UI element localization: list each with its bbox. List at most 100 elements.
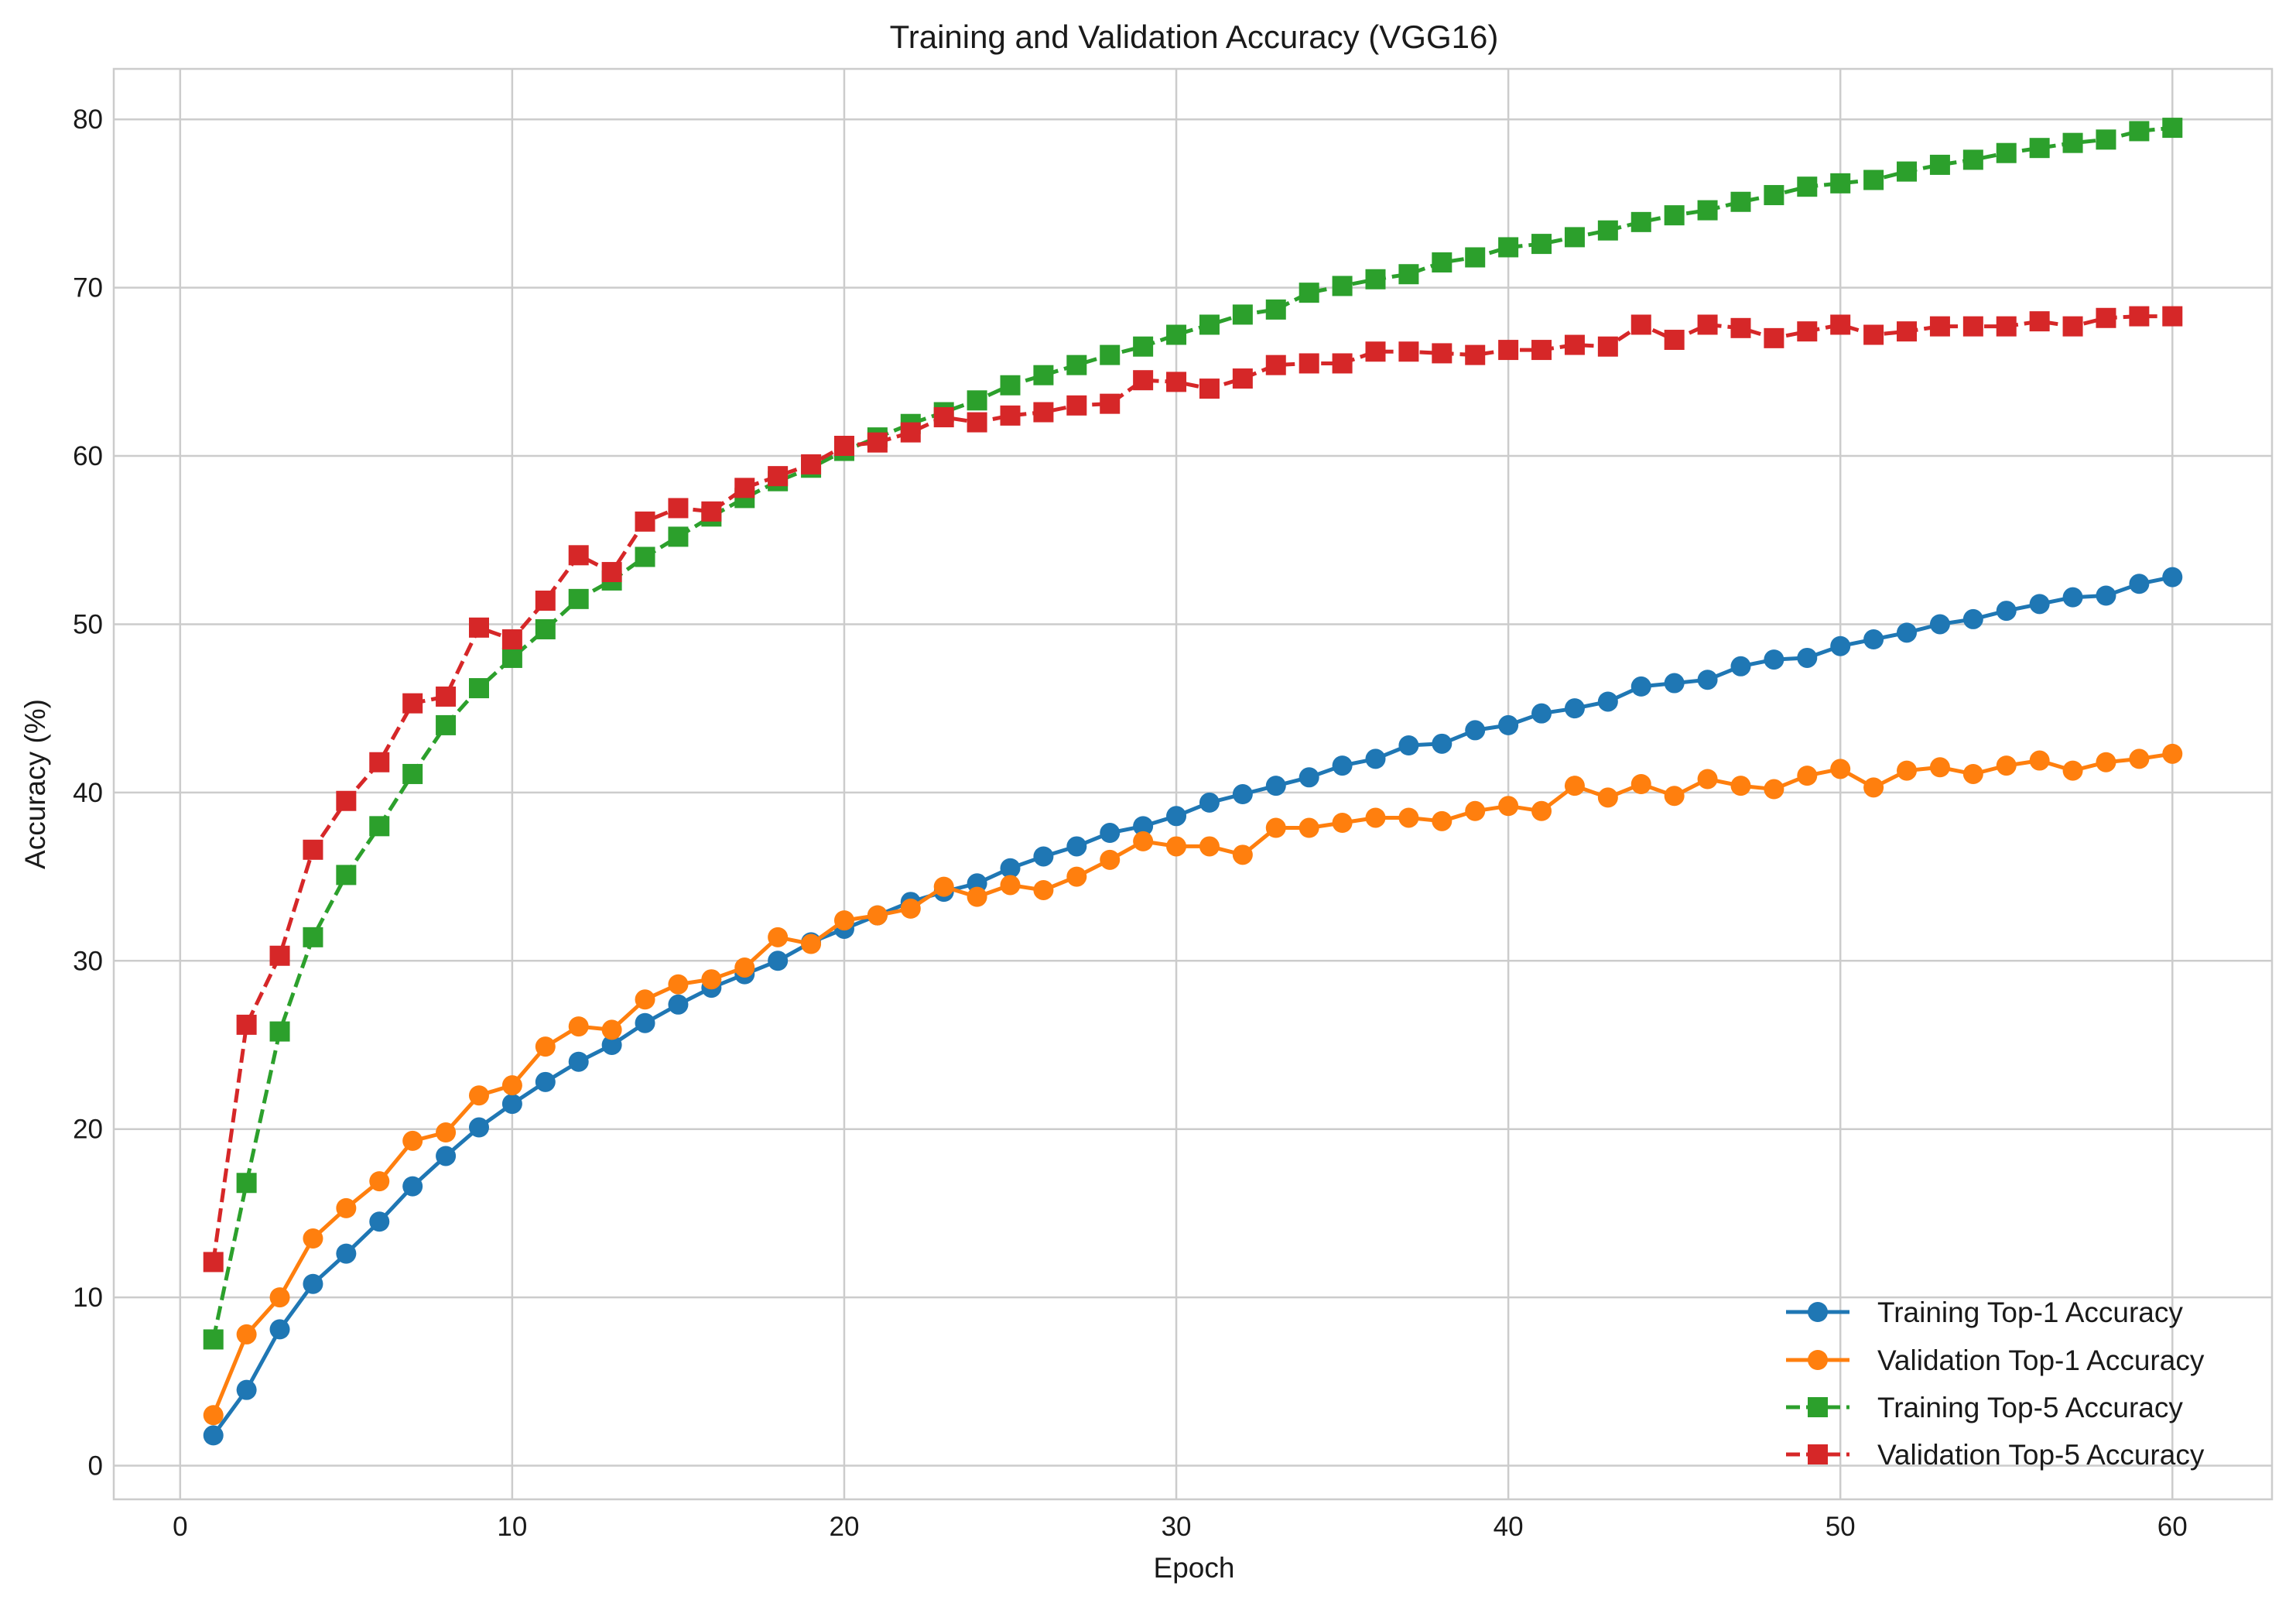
data-point: [1066, 355, 1087, 375]
data-point: [1730, 317, 1751, 338]
data-point: [1564, 698, 1585, 719]
data-point: [2096, 129, 2116, 150]
data-point: [1100, 849, 1121, 870]
data-point: [1299, 283, 1319, 303]
data-point: [1697, 314, 1718, 335]
data-point: [1996, 142, 2017, 163]
data-point: [768, 951, 789, 971]
data-point: [1265, 299, 1286, 320]
data-point: [535, 618, 556, 639]
data-point: [1232, 844, 1253, 865]
data-point: [1630, 314, 1651, 335]
data-point: [601, 562, 622, 583]
data-point: [967, 412, 987, 433]
data-point: [1897, 622, 1918, 643]
data-point: [303, 927, 323, 947]
data-point: [1199, 836, 1220, 857]
data-point: [635, 1012, 655, 1033]
data-point: [701, 969, 722, 990]
data-point: [1332, 755, 1353, 776]
data-point: [1232, 368, 1253, 389]
data-point: [1863, 324, 1884, 345]
data-point: [1830, 635, 1851, 656]
y-axis-label: Accuracy (%): [19, 699, 51, 869]
data-point: [1830, 759, 1851, 779]
data-point: [2062, 132, 2083, 153]
x-tick-label: 40: [1494, 1512, 1524, 1542]
data-point: [1863, 629, 1884, 650]
series-line: [211, 125, 2173, 1341]
series-4: [203, 306, 2183, 1273]
data-point: [867, 432, 888, 453]
data-point: [1000, 405, 1021, 426]
data-point: [1962, 149, 1983, 170]
data-point: [1199, 792, 1220, 813]
legend: Training Top-1 Accuracy Validation Top-1 …: [1786, 1297, 2205, 1471]
legend-item: Training Top-1 Accuracy: [1786, 1297, 2183, 1328]
data-point: [933, 876, 954, 897]
data-point: [1299, 353, 1319, 374]
data-point: [1996, 601, 2017, 622]
data-point: [402, 763, 423, 784]
data-point: [1000, 375, 1021, 396]
data-point: [535, 1036, 556, 1057]
data-point: [668, 994, 689, 1015]
data-point: [369, 1171, 390, 1192]
data-point: [1000, 875, 1021, 896]
data-point: [1166, 836, 1187, 857]
data-point: [568, 1051, 589, 1072]
data-point: [900, 422, 921, 443]
data-point: [1265, 817, 1286, 838]
data-point: [1929, 154, 1950, 175]
y-tick-label: 80: [73, 104, 103, 135]
data-point: [1531, 703, 1552, 724]
data-point: [2162, 743, 2183, 764]
data-point: [1166, 324, 1187, 345]
data-point: [1830, 314, 1851, 335]
data-point: [1764, 327, 1784, 348]
data-point: [1398, 264, 1419, 285]
data-point: [734, 957, 755, 978]
x-tick-labels: 0 10 20 30 40 50 60: [173, 1512, 2188, 1542]
data-point: [1332, 813, 1353, 834]
data-point: [535, 1071, 556, 1092]
y-tick-label: 50: [73, 609, 103, 639]
data-point: [1100, 393, 1121, 414]
data-point: [303, 1228, 323, 1249]
data-point: [668, 974, 689, 995]
data-point: [1166, 372, 1187, 392]
y-tick-label: 70: [73, 273, 103, 303]
data-point: [2162, 118, 2183, 139]
legend-item: Validation Top-5 Accuracy: [1786, 1439, 2205, 1471]
data-point: [833, 910, 854, 931]
grid: [114, 69, 2272, 1499]
data-point: [2062, 760, 2083, 781]
data-point: [1996, 316, 2017, 337]
data-point: [468, 678, 489, 699]
data-point: [1797, 647, 1818, 668]
data-point: [601, 1019, 622, 1040]
data-point: [1996, 755, 2017, 776]
data-point: [535, 591, 556, 611]
data-point: [1265, 776, 1286, 796]
data-point: [2162, 306, 2183, 327]
data-point: [967, 390, 987, 411]
data-point: [867, 905, 888, 926]
data-point: [1962, 608, 1983, 629]
data-point: [1498, 796, 1519, 817]
data-point: [436, 1122, 457, 1143]
data-point: [1564, 227, 1585, 248]
data-point: [236, 1014, 257, 1035]
data-point: [1797, 766, 1818, 786]
data-point: [1962, 316, 1983, 337]
data-point: [1432, 252, 1453, 273]
data-point: [1398, 341, 1419, 362]
data-point: [1830, 173, 1851, 194]
data-point: [303, 839, 323, 860]
data-point: [1597, 220, 1618, 241]
y-tick-label: 20: [73, 1115, 103, 1145]
data-point: [568, 545, 589, 566]
data-point: [801, 454, 822, 474]
x-axis-label: Epoch: [1154, 1552, 1235, 1584]
